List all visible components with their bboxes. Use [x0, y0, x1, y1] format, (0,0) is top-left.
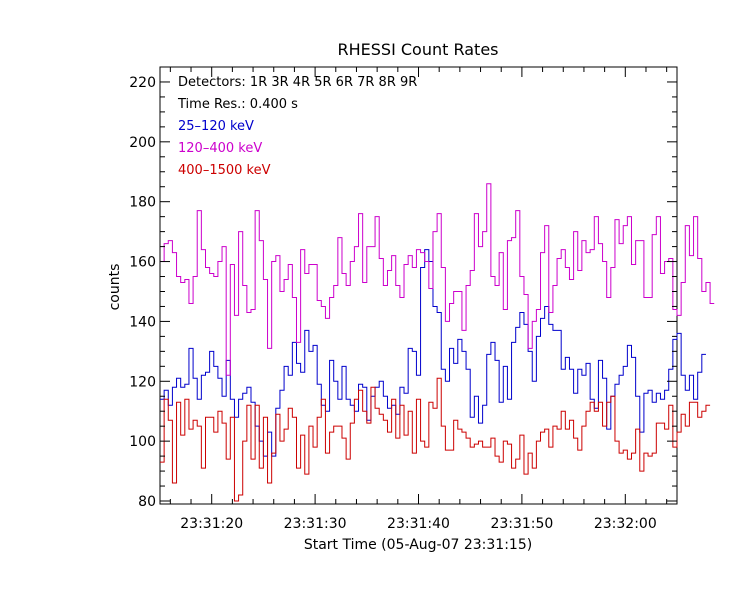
chart-title: RHESSI Count Rates: [338, 40, 499, 59]
x-tick-label: 23:31:40: [387, 516, 450, 532]
y-tick-label: 160: [129, 255, 156, 271]
y-axis-label: counts: [107, 264, 123, 311]
y-tick-label: 180: [129, 195, 156, 211]
x-tick-label: 23:31:30: [284, 516, 347, 532]
legend-entry: 120–400 keV: [178, 141, 262, 156]
y-tick-label: 200: [129, 135, 156, 151]
time-resolution-annotation: Time Res.: 0.400 s: [177, 97, 298, 112]
x-tick-label: 23:31:20: [180, 516, 243, 532]
plot-series-group: [160, 183, 715, 502]
legend: 25–120 keV 120–400 keV 400–1500 keV: [178, 119, 271, 178]
y-tick-label: 220: [129, 75, 156, 91]
y-axis: 80 100 120 140 160 180 200 220: [129, 66, 677, 510]
y-tick-label: 120: [129, 374, 156, 390]
y-tick-label: 80: [138, 494, 156, 510]
x-axis: 23:31:20 23:31:30 23:31:40 23:31:50 23:32:00: [169, 67, 668, 532]
x-tick-label: 23:31:50: [490, 516, 553, 532]
y-tick-label: 100: [129, 434, 156, 450]
detectors-annotation: Detectors: 1R 3R 4R 5R 6R 7R 8R 9R: [178, 75, 417, 90]
x-axis-label: Start Time (05-Aug-07 23:31:15): [304, 537, 532, 553]
legend-entry: 400–1500 keV: [178, 163, 271, 178]
x-tick-label: 23:32:00: [594, 516, 657, 532]
series-line-2: [160, 377, 711, 502]
series-line-1: [160, 183, 715, 376]
legend-entry: 25–120 keV: [178, 119, 254, 134]
y-tick-label: 140: [129, 314, 156, 330]
